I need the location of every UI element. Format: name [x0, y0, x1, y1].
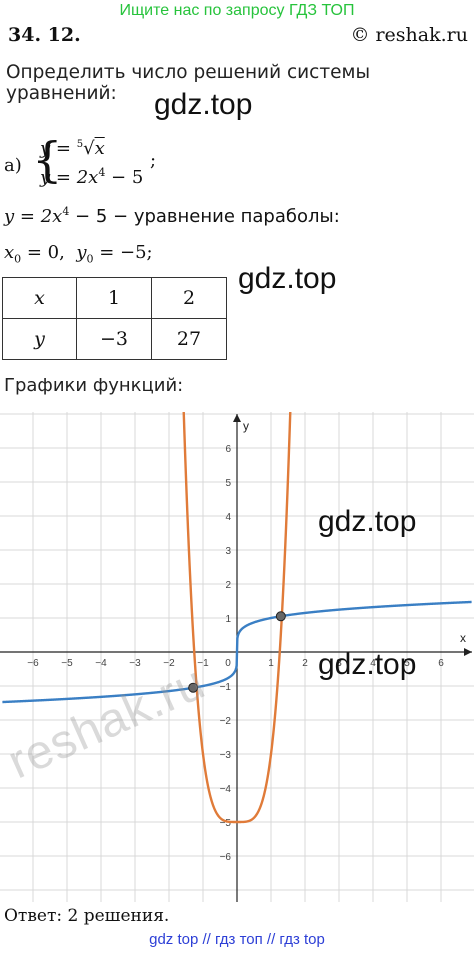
root-curve [2, 600, 472, 704]
y-tick-label: 2 [225, 580, 231, 591]
y-tick-label: 5 [225, 478, 231, 489]
table-cell: y [2, 318, 77, 360]
y-tick-label: −3 [220, 750, 232, 761]
chart-intersections [188, 611, 286, 693]
x-axis-label: x [460, 631, 466, 645]
x-axis-arrow [464, 648, 472, 656]
chart-ticks: −6 −5 −4 −3 −2 −1 1 2 3 4 5 6 −6 −5 −4 −3 −2 −1 1 2 3 4 5 6 0 [27, 444, 444, 863]
x-tick-label: 6 [438, 658, 444, 669]
x-tick-label: 5 [404, 658, 410, 669]
x-tick-label: −4 [95, 658, 107, 669]
x-tick-label: −2 [163, 658, 175, 669]
watermark-gdz-2: gdz.top [238, 262, 337, 295]
y-tick-label: −6 [220, 852, 232, 863]
vertex-line: x0 = 0, y0 = −5; [4, 242, 153, 266]
x-tick-label: −6 [27, 658, 39, 669]
x-tick-label: 3 [336, 658, 342, 669]
equation-1: y = 5√x [40, 138, 105, 159]
origin-label: 0 [225, 658, 231, 669]
y-tick-label: −5 [220, 818, 232, 829]
watermark-gdz-3: gdz.top [318, 505, 417, 538]
task-statement: Определить число решений системы уравнен… [6, 62, 371, 104]
answer-text: Ответ: 2 решения. [4, 906, 170, 926]
intersection-point [188, 682, 199, 693]
system-brace: { [32, 132, 63, 188]
function-chart: x y −6 −5 −4 −3 −2 −1 1 2 3 4 5 6 −6 −5 −4 −3 −2 −1 1 2 3 4 5 6 0 [0, 412, 474, 902]
parabola-equation-line: y = 2x4 − 5 − уравнение параболы: [4, 205, 340, 227]
equation-2: y = 2x4 − 5 [40, 166, 144, 188]
y-tick-label: −4 [220, 784, 232, 795]
graphs-label: Графики функций: [4, 375, 184, 396]
footer-links[interactable]: gdz top // гдз топ // гдз top [149, 931, 325, 948]
y-tick-label: 3 [225, 546, 231, 557]
y-tick-label: −1 [220, 682, 232, 693]
values-table: x 1 2 y −3 27 [2, 277, 227, 360]
table-cell: 27 [151, 318, 227, 360]
x-tick-label: 4 [370, 658, 376, 669]
y-axis-label: y [243, 419, 249, 433]
x-tick-label: −5 [61, 658, 73, 669]
part-label: а) [4, 155, 22, 176]
table-cell: 1 [76, 277, 152, 319]
table-row: y −3 27 [2, 318, 227, 360]
system-terminator: ; [150, 150, 157, 171]
parabola-curve [182, 412, 292, 824]
x-tick-label: 1 [268, 658, 274, 669]
table-row: x 1 2 [2, 277, 227, 319]
watermark-gdz-1: gdz.top [154, 88, 253, 121]
y-tick-label: 6 [225, 444, 231, 455]
y-tick-label: −2 [220, 716, 232, 727]
table-cell: x [2, 277, 77, 319]
table-cell: 2 [151, 277, 227, 319]
watermark-gdz-4: gdz.top [318, 648, 417, 681]
y-tick-label: 4 [225, 512, 231, 523]
x-tick-label: −1 [197, 658, 209, 669]
y-tick-label: 1 [225, 614, 231, 625]
promo-banner[interactable]: Ищите нас по запросу ГДЗ ТОП [119, 2, 355, 19]
table-cell: −3 [76, 318, 152, 360]
problem-number: 34. 12. [8, 24, 81, 46]
chart-curves [2, 412, 472, 824]
x-tick-label: 2 [302, 658, 308, 669]
y-axis-arrow [233, 414, 241, 422]
copyright-notice: © reshak.ru [350, 24, 468, 46]
x-tick-label: −3 [129, 658, 141, 669]
intersection-point [275, 611, 286, 622]
